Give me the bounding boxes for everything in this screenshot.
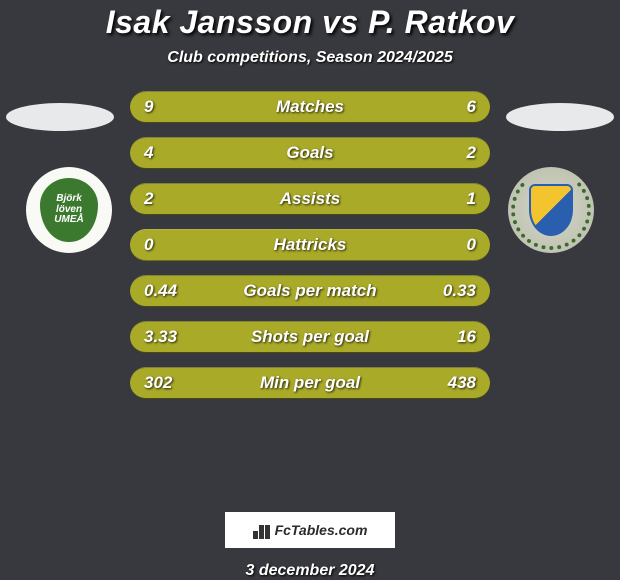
stat-row: 0 0Hattricks xyxy=(130,229,490,261)
fctables-icon xyxy=(253,521,271,539)
stat-value-left: 2 xyxy=(130,189,167,209)
stat-row: 21Assists xyxy=(130,183,490,215)
club-badge-left: Björk löven UMEÅ xyxy=(26,167,112,253)
stat-row: 0.440.33Goals per match xyxy=(130,275,490,307)
stat-value-right: 16 xyxy=(443,327,490,347)
date-label: 3 december 2024 xyxy=(246,562,375,580)
page-title: Isak Jansson vs P. Ratkov xyxy=(106,4,515,41)
stats-list: 96Matches42Goals21Assists00Hattricks0.44… xyxy=(130,91,490,399)
stat-row: 96Matches xyxy=(130,91,490,123)
comparison-card: Isak Jansson vs P. Ratkov Club competiti… xyxy=(0,0,620,580)
brand-text: FcTables.com xyxy=(275,522,368,538)
main-area: Björk löven UMEÅ 96Matches42Goals21Assis… xyxy=(0,91,620,500)
stat-label: Hattricks xyxy=(130,235,490,255)
club-crest-left: Björk löven UMEÅ xyxy=(40,178,98,242)
club-badge-right xyxy=(508,167,594,253)
stat-row: 42Goals xyxy=(130,137,490,169)
stat-value-right: 0.33 xyxy=(429,281,490,301)
stat-value-left: 0 xyxy=(130,235,167,255)
stat-row: 3.3316Shots per goal xyxy=(130,321,490,353)
stat-value-right: 0 xyxy=(453,235,490,255)
brand-badge: FcTables.com xyxy=(225,512,395,548)
stat-value-right: 1 xyxy=(453,189,490,209)
stat-value-left: 3.33 xyxy=(130,327,191,347)
stat-value-right: 2 xyxy=(453,143,490,163)
stat-value-left: 4 xyxy=(130,143,167,163)
player-silhouette-left xyxy=(6,103,114,131)
stat-value-right: 438 xyxy=(434,373,490,393)
player-silhouette-right xyxy=(506,103,614,131)
stat-row: 302438Min per goal xyxy=(130,367,490,399)
subtitle: Club competitions, Season 2024/2025 xyxy=(167,49,452,67)
stat-value-left: 0.44 xyxy=(130,281,191,301)
club-crest-right xyxy=(529,184,573,236)
stat-value-right: 6 xyxy=(453,97,490,117)
stat-value-left: 9 xyxy=(130,97,167,117)
stat-value-left: 302 xyxy=(130,373,186,393)
